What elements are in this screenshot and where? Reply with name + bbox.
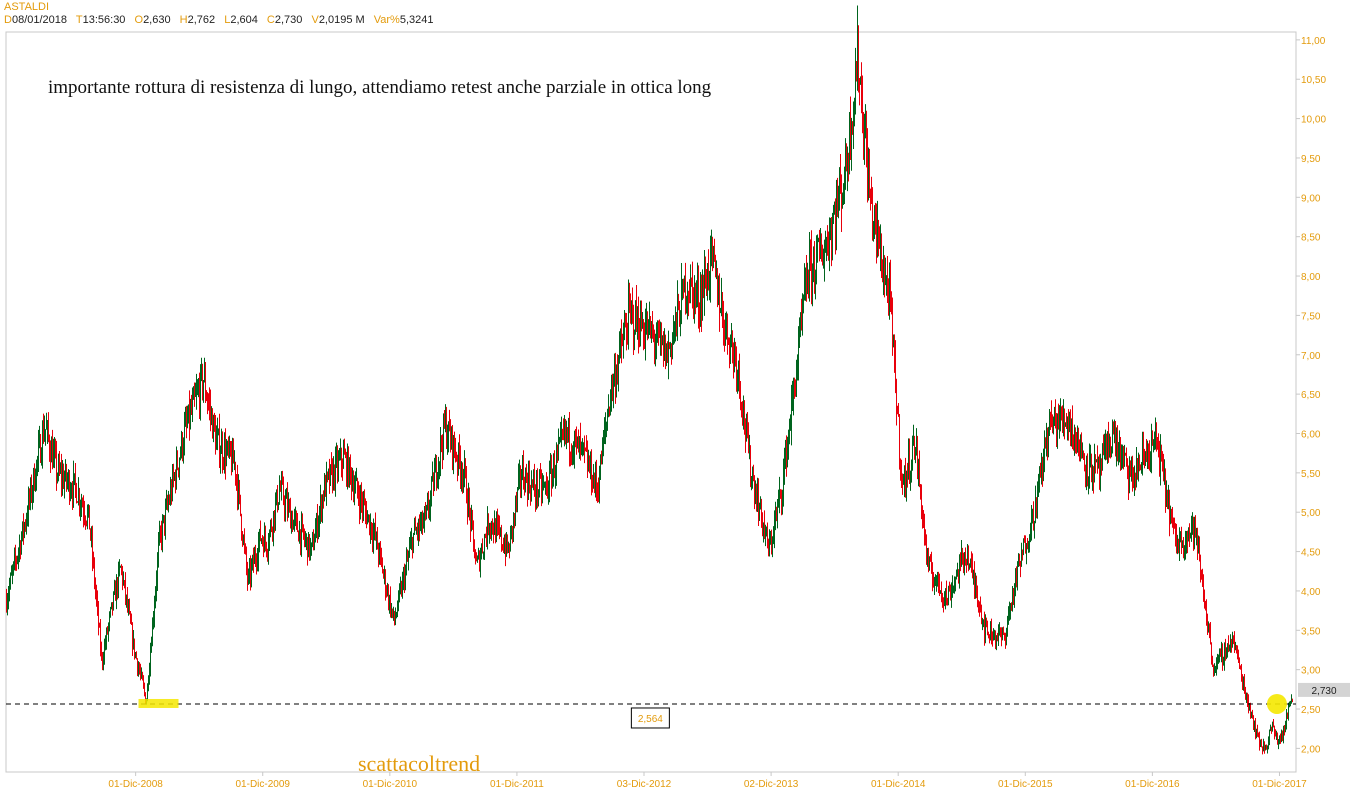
y-tick-label: 5,00 xyxy=(1301,508,1321,519)
support-label-box: 2,564 xyxy=(630,707,670,729)
low-value: 2,604 xyxy=(230,14,258,26)
y-tick-label: 9,50 xyxy=(1301,154,1321,165)
change-value: 5,3241 xyxy=(399,14,434,26)
chart-header: ASTALDI D08/01/2018 T13:56:30 O2,630 H2,… xyxy=(4,1,440,27)
y-tick-label: 2,50 xyxy=(1301,705,1321,716)
annotation-text: importante rottura di resistenza di lung… xyxy=(48,77,712,98)
x-tick-label: 01-Dic-2011 xyxy=(490,779,544,790)
y-tick-label: 10,50 xyxy=(1301,75,1326,86)
y-tick-label: 7,50 xyxy=(1301,311,1321,322)
x-tick-label: 01-Dic-2016 xyxy=(1125,779,1180,790)
y-tick-label: 7,00 xyxy=(1301,351,1321,362)
last-price-tag: 2,730 xyxy=(1298,682,1350,697)
open-value: 2,630 xyxy=(143,14,171,26)
y-tick-label: 2,00 xyxy=(1301,744,1321,755)
x-tick-label: 01-Dic-2009 xyxy=(235,779,290,790)
close-value: 2,730 xyxy=(274,14,303,26)
y-tick-label: 6,50 xyxy=(1301,390,1321,401)
x-tick-label: 03-Dic-2012 xyxy=(617,779,672,790)
field-key: O xyxy=(134,14,144,26)
field-key: D xyxy=(4,14,12,26)
field-key: T xyxy=(75,14,83,26)
y-tick-label: 4,00 xyxy=(1301,587,1321,598)
time-value: 13:56:30 xyxy=(82,14,126,26)
x-tick-label: 01-Dic-2014 xyxy=(871,779,926,790)
y-tick-label: 8,50 xyxy=(1301,233,1321,244)
y-tick-label: 10,00 xyxy=(1301,115,1326,126)
watermark: scattacoltrend xyxy=(358,751,480,776)
volume-value: 2,0195 M xyxy=(318,14,365,26)
field-key: V xyxy=(311,14,319,26)
price-bars xyxy=(6,5,1293,755)
x-tick-label: 01-Dic-2008 xyxy=(108,779,163,790)
last-price-label: 2,730 xyxy=(1311,686,1336,697)
field-key: C xyxy=(266,14,275,26)
y-axis: 2,00 2,50 3,00 3,50 4,00 4,50 5,00 5,50 6,00 6,50… xyxy=(1296,36,1326,755)
x-tick-label: 01-Dic-2015 xyxy=(998,779,1053,790)
support-highlight xyxy=(138,698,179,708)
field-key: Var% xyxy=(373,14,400,26)
plot-frame xyxy=(5,31,1297,773)
x-tick-label: 01-Dic-2010 xyxy=(363,779,418,790)
x-axis: 01-Dic-2008 01-Dic-2009 01-Dic-2010 01-Dic-… xyxy=(108,772,1307,790)
date-value: 08/01/2018 xyxy=(11,14,68,26)
y-tick-label: 6,00 xyxy=(1301,429,1321,440)
y-tick-label: 11,00 xyxy=(1301,36,1326,47)
y-tick-label: 3,50 xyxy=(1301,626,1321,637)
retest-marker xyxy=(1266,693,1287,714)
symbol-label: ASTALDI xyxy=(4,1,50,13)
high-value: 2,762 xyxy=(187,14,216,26)
field-key: H xyxy=(179,14,188,26)
x-tick-label: 01-Dic-2017 xyxy=(1252,779,1307,790)
field-key: L xyxy=(224,14,231,26)
support-label: 2,564 xyxy=(638,714,663,725)
y-tick-label: 9,00 xyxy=(1301,193,1321,204)
ohlc-row: D08/01/2018 T13:56:30 O2,630 H2,762 L2,6… xyxy=(4,14,440,26)
y-tick-label: 3,00 xyxy=(1301,666,1321,677)
y-tick-label: 5,50 xyxy=(1301,469,1321,480)
y-tick-label: 8,00 xyxy=(1301,272,1321,283)
y-tick-label: 4,50 xyxy=(1301,548,1321,559)
x-tick-label: 02-Dic-2013 xyxy=(744,779,799,790)
